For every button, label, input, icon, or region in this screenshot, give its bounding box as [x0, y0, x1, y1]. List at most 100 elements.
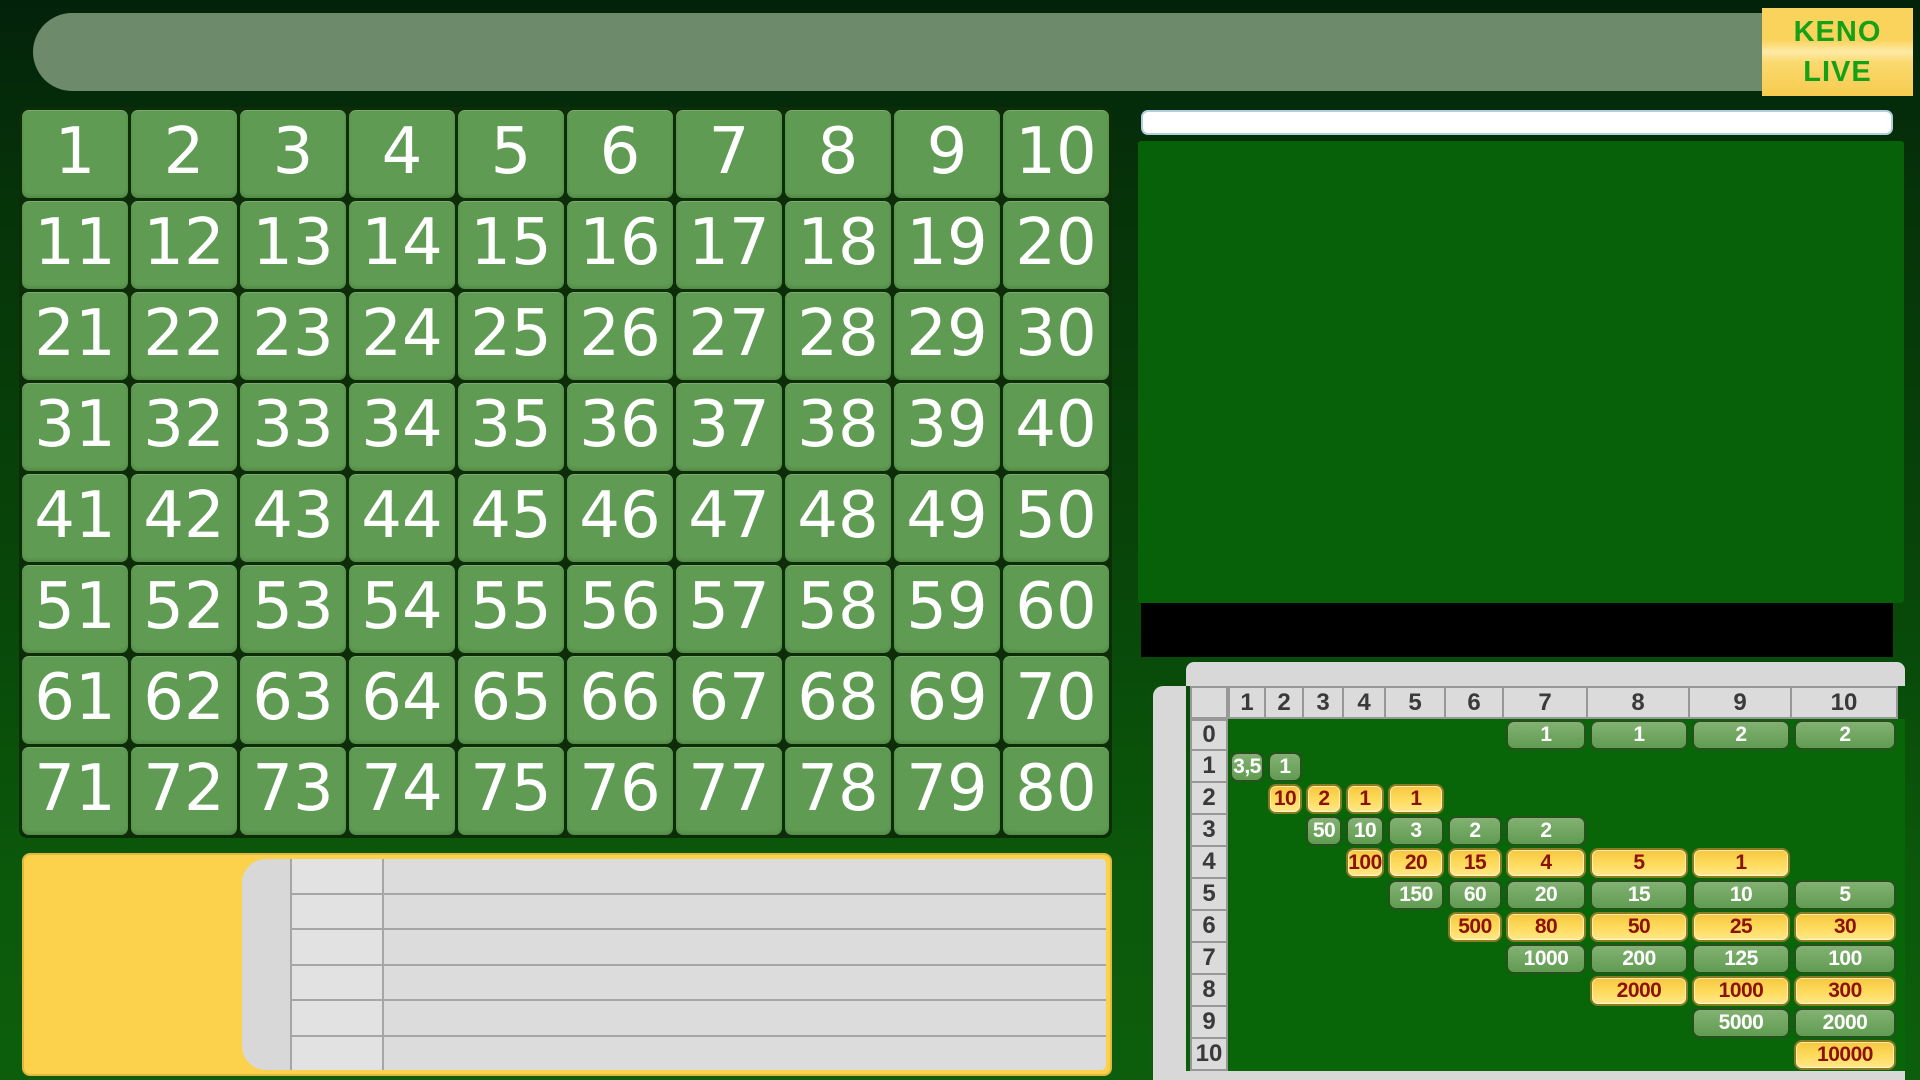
number-tile-2[interactable]: 2	[131, 110, 237, 198]
number-tile-40[interactable]: 40	[1003, 383, 1109, 471]
number-tile-26[interactable]: 26	[567, 292, 673, 380]
number-tile-16[interactable]: 16	[567, 201, 673, 289]
paytable-value-r7-c10: 100	[1794, 944, 1896, 974]
number-tile-9[interactable]: 9	[894, 110, 1000, 198]
number-tile-24[interactable]: 24	[349, 292, 455, 380]
number-tile-58[interactable]: 58	[785, 565, 891, 653]
number-tile-77[interactable]: 77	[676, 747, 782, 835]
number-tile-31[interactable]: 31	[22, 383, 128, 471]
paytable-value-r7-c9: 125	[1692, 944, 1790, 974]
number-tile-21[interactable]: 21	[22, 292, 128, 380]
number-tile-11[interactable]: 11	[22, 201, 128, 289]
history-cell-left	[292, 965, 384, 999]
paytable-panel: 1 2 3 4 5 6 7 8 9 10 0 1 2 3 4 5 6 7 8 9 10 1 1 2 2 3,5 1 10 2 1 1 50…	[1153, 662, 1905, 1080]
number-tile-34[interactable]: 34	[349, 383, 455, 471]
history-row	[292, 894, 1106, 930]
number-tile-3[interactable]: 3	[240, 110, 346, 198]
number-tile-13[interactable]: 13	[240, 201, 346, 289]
number-tile-60[interactable]: 60	[1003, 565, 1109, 653]
number-tile-1[interactable]: 1	[22, 110, 128, 198]
number-tile-53[interactable]: 53	[240, 565, 346, 653]
number-tile-18[interactable]: 18	[785, 201, 891, 289]
number-tile-6[interactable]: 6	[567, 110, 673, 198]
number-tile-29[interactable]: 29	[894, 292, 1000, 380]
number-tile-20[interactable]: 20	[1003, 201, 1109, 289]
number-tile-45[interactable]: 45	[458, 474, 564, 562]
number-tile-23[interactable]: 23	[240, 292, 346, 380]
number-tile-59[interactable]: 59	[894, 565, 1000, 653]
number-tile-33[interactable]: 33	[240, 383, 346, 471]
number-tile-54[interactable]: 54	[349, 565, 455, 653]
paytable-value-r1-c2: 1	[1268, 752, 1302, 782]
number-tile-78[interactable]: 78	[785, 747, 891, 835]
number-tile-41[interactable]: 41	[22, 474, 128, 562]
number-tile-49[interactable]: 49	[894, 474, 1000, 562]
number-tile-43[interactable]: 43	[240, 474, 346, 562]
number-tile-42[interactable]: 42	[131, 474, 237, 562]
number-tile-71[interactable]: 71	[22, 747, 128, 835]
number-tile-36[interactable]: 36	[567, 383, 673, 471]
number-tile-73[interactable]: 73	[240, 747, 346, 835]
number-tile-30[interactable]: 30	[1003, 292, 1109, 380]
number-tile-15[interactable]: 15	[458, 201, 564, 289]
number-tile-38[interactable]: 38	[785, 383, 891, 471]
paytable-value-r2-c3: 2	[1306, 784, 1342, 814]
number-tile-17[interactable]: 17	[676, 201, 782, 289]
number-tile-25[interactable]: 25	[458, 292, 564, 380]
number-tile-63[interactable]: 63	[240, 656, 346, 744]
number-tile-12[interactable]: 12	[131, 201, 237, 289]
number-tile-4[interactable]: 4	[349, 110, 455, 198]
number-tile-76[interactable]: 76	[567, 747, 673, 835]
paytable-value-r8-c9: 1000	[1692, 976, 1790, 1006]
number-tile-50[interactable]: 50	[1003, 474, 1109, 562]
number-tile-5[interactable]: 5	[458, 110, 564, 198]
number-tile-46[interactable]: 46	[567, 474, 673, 562]
number-tile-70[interactable]: 70	[1003, 656, 1109, 744]
number-tile-61[interactable]: 61	[22, 656, 128, 744]
paytable-value-r5-c5: 150	[1388, 880, 1444, 910]
number-tile-52[interactable]: 52	[131, 565, 237, 653]
number-tile-39[interactable]: 39	[894, 383, 1000, 471]
number-tile-66[interactable]: 66	[567, 656, 673, 744]
paytable-row-header-0: 0	[1190, 719, 1228, 751]
number-tile-75[interactable]: 75	[458, 747, 564, 835]
number-tile-55[interactable]: 55	[458, 565, 564, 653]
number-tile-8[interactable]: 8	[785, 110, 891, 198]
number-tile-57[interactable]: 57	[676, 565, 782, 653]
number-tile-47[interactable]: 47	[676, 474, 782, 562]
number-tile-74[interactable]: 74	[349, 747, 455, 835]
number-tile-62[interactable]: 62	[131, 656, 237, 744]
number-tile-67[interactable]: 67	[676, 656, 782, 744]
number-tile-79[interactable]: 79	[894, 747, 1000, 835]
number-tile-65[interactable]: 65	[458, 656, 564, 744]
paytable-row-header-1: 1	[1190, 751, 1228, 783]
number-tile-69[interactable]: 69	[894, 656, 1000, 744]
number-tile-35[interactable]: 35	[458, 383, 564, 471]
history-row	[292, 1036, 1106, 1070]
number-tile-10[interactable]: 10	[1003, 110, 1109, 198]
number-tile-14[interactable]: 14	[349, 201, 455, 289]
paytable-top-frame	[1186, 662, 1905, 686]
number-tile-37[interactable]: 37	[676, 383, 782, 471]
paytable-value-r3-c5: 3	[1388, 816, 1444, 846]
paytable-column-header-3: 3	[1304, 686, 1344, 719]
message-bar	[1141, 603, 1893, 657]
number-tile-27[interactable]: 27	[676, 292, 782, 380]
number-tile-51[interactable]: 51	[22, 565, 128, 653]
paytable-left-frame	[1153, 686, 1186, 1071]
paytable-row-header-4: 4	[1190, 847, 1228, 879]
number-tile-32[interactable]: 32	[131, 383, 237, 471]
number-tile-72[interactable]: 72	[131, 747, 237, 835]
number-tile-56[interactable]: 56	[567, 565, 673, 653]
number-tile-22[interactable]: 22	[131, 292, 237, 380]
number-tile-19[interactable]: 19	[894, 201, 1000, 289]
number-tile-7[interactable]: 7	[676, 110, 782, 198]
number-tile-64[interactable]: 64	[349, 656, 455, 744]
number-tile-80[interactable]: 80	[1003, 747, 1109, 835]
number-tile-68[interactable]: 68	[785, 656, 891, 744]
number-tile-28[interactable]: 28	[785, 292, 891, 380]
number-tile-44[interactable]: 44	[349, 474, 455, 562]
paytable-value-r5-c6: 60	[1448, 880, 1502, 910]
paytable-row-header-6: 6	[1190, 911, 1228, 943]
number-tile-48[interactable]: 48	[785, 474, 891, 562]
